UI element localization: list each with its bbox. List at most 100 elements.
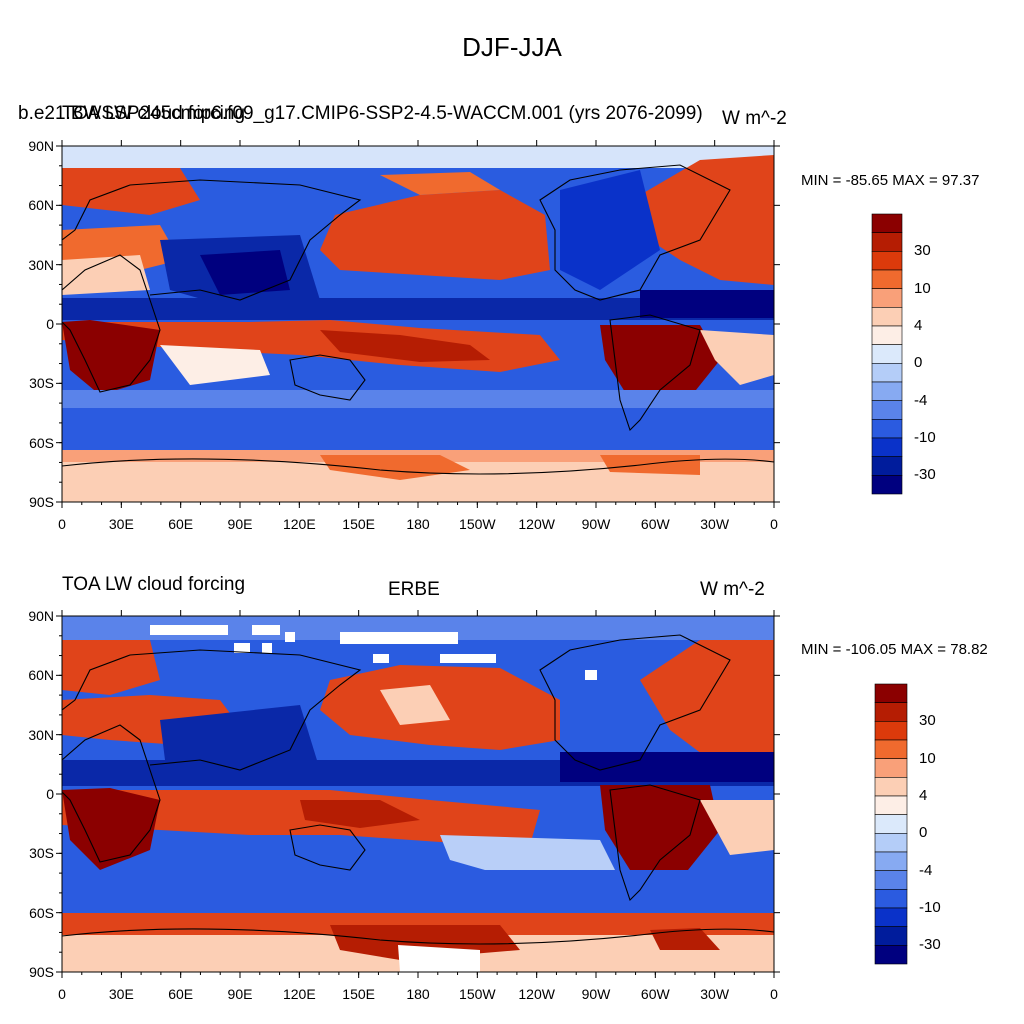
lat-tick-label: 30S	[29, 845, 54, 862]
colorbar-swatch	[874, 721, 908, 741]
colorbar-label: -10	[914, 429, 936, 446]
lon-tick-label: 30E	[108, 516, 134, 532]
panel2-center-title: ERBE	[388, 579, 440, 600]
colorbar-label: -30	[919, 936, 941, 954]
colorbar-label: 10	[914, 279, 931, 297]
lon-tick-label: 60E	[168, 516, 194, 532]
figure-title: DJF-JJA	[462, 32, 562, 62]
colorbar-label: 30	[914, 242, 931, 260]
lon-tick-label: 150W	[459, 516, 496, 532]
colorbar-swatch	[871, 325, 903, 345]
colorbar-swatch	[871, 344, 903, 364]
lon-tick-label: 60E	[168, 986, 194, 1002]
lon-tick-label: 120E	[282, 986, 316, 1002]
colorbar-swatch	[871, 363, 903, 383]
panel2-map	[62, 616, 774, 972]
lat-tick-label: 30N	[28, 726, 54, 743]
panel1-map	[62, 146, 774, 502]
lon-tick-label: 0	[770, 986, 778, 1002]
panel1-coastlines	[62, 164, 774, 475]
lat-tick-label: 90S	[29, 494, 54, 510]
colorbar-swatch	[874, 870, 908, 890]
colorbar-swatch	[874, 907, 908, 927]
lon-tick-label: 120W	[518, 516, 555, 532]
lon-tick-label: 0	[770, 516, 778, 532]
lat-tick-label: 60S	[29, 434, 54, 451]
colorbar-swatch	[874, 926, 908, 946]
lon-tick-label: 30E	[108, 986, 134, 1002]
panel1-units: W m^-2	[722, 108, 787, 129]
colorbar-swatch	[871, 475, 903, 495]
colorbar-swatch	[874, 889, 908, 909]
lon-tick-label: 150E	[342, 986, 376, 1002]
lon-tick-label: 60W	[640, 516, 670, 532]
colorbar-label: -30	[914, 466, 936, 484]
lon-tick-label: 90W	[581, 986, 611, 1002]
colorbar-swatch	[871, 269, 903, 289]
panel2-coastlines	[62, 634, 774, 945]
lat-tick-label: 90S	[29, 964, 54, 980]
colorbar-label: -4	[914, 391, 928, 409]
lon-tick-label: 0	[58, 516, 66, 532]
colorbar-swatch	[871, 419, 903, 439]
colorbar-swatch	[874, 758, 908, 778]
lon-tick-label: 60W	[640, 986, 670, 1002]
panel2-min-max: MIN = -106.05 MAX = 78.82	[801, 641, 988, 658]
panel2-colorbar	[874, 683, 908, 965]
colorbar-label: -10	[919, 899, 941, 916]
colorbar-swatch	[871, 381, 903, 401]
colorbar-label: 0	[914, 354, 923, 372]
lon-tick-label: 120W	[518, 986, 555, 1002]
colorbar-swatch	[871, 288, 903, 308]
colorbar-swatch	[871, 437, 903, 457]
colorbar-swatch	[871, 232, 903, 252]
lon-tick-label: 150W	[459, 986, 496, 1002]
colorbar-swatch	[874, 945, 908, 965]
panel2-units: W m^-2	[700, 579, 765, 600]
colorbar-swatch	[871, 400, 903, 420]
colorbar-swatch	[871, 213, 903, 233]
colorbar-swatch	[874, 683, 908, 703]
lon-tick-label: 0	[58, 986, 66, 1002]
lon-tick-label: 90E	[227, 986, 253, 1002]
colorbar-swatch	[874, 795, 908, 815]
panel1-left-title: TOA LW cloud forcing	[62, 103, 246, 124]
colorbar-swatch	[874, 833, 908, 853]
colorbar-swatch	[874, 851, 908, 871]
colorbar-swatch	[874, 739, 908, 759]
colorbar-label: 0	[919, 824, 928, 842]
lat-tick-label: 60N	[28, 197, 54, 214]
lat-tick-label: 60S	[29, 904, 54, 921]
colorbar-label: 10	[919, 749, 936, 767]
lon-tick-label: 180	[406, 516, 430, 532]
colorbar-swatch	[871, 456, 903, 476]
lon-tick-label: 30W	[700, 986, 730, 1002]
colorbar-swatch	[874, 814, 908, 834]
lon-tick-label: 150E	[342, 516, 376, 532]
colorbar-label: -4	[919, 861, 933, 879]
lon-tick-label: 90W	[581, 516, 611, 532]
lat-tick-label: 90N	[28, 608, 54, 624]
lat-tick-label: 30N	[28, 256, 54, 273]
lon-tick-label: 180	[406, 986, 430, 1002]
lat-tick-label: 0	[46, 316, 54, 332]
colorbar-swatch	[871, 251, 903, 271]
colorbar-swatch	[871, 307, 903, 327]
axes-ticks	[56, 140, 780, 978]
colorbar-swatch	[874, 702, 908, 722]
colorbar-label: 4	[919, 787, 928, 804]
colorbar-swatch	[874, 777, 908, 797]
panel2-left-title: TOA LW cloud forcing	[62, 574, 246, 595]
colorbar-label: 30	[919, 712, 936, 730]
lat-tick-label: 30S	[29, 375, 54, 392]
panel1-colorbar	[871, 213, 903, 495]
panel1-center-title: b.e21.BWSSP245cmip6.f09_g17.CMIP6-SSP2-4…	[18, 103, 703, 124]
lon-tick-label: 120E	[282, 516, 316, 532]
lat-tick-label: 90N	[28, 138, 54, 154]
lat-tick-label: 60N	[28, 667, 54, 684]
lon-tick-label: 30W	[700, 516, 730, 532]
lon-tick-label: 90E	[227, 516, 253, 532]
panel1-min-max: MIN = -85.65 MAX = 97.37	[801, 172, 980, 189]
colorbar-label: 4	[914, 317, 923, 334]
lat-tick-label: 0	[46, 786, 54, 802]
